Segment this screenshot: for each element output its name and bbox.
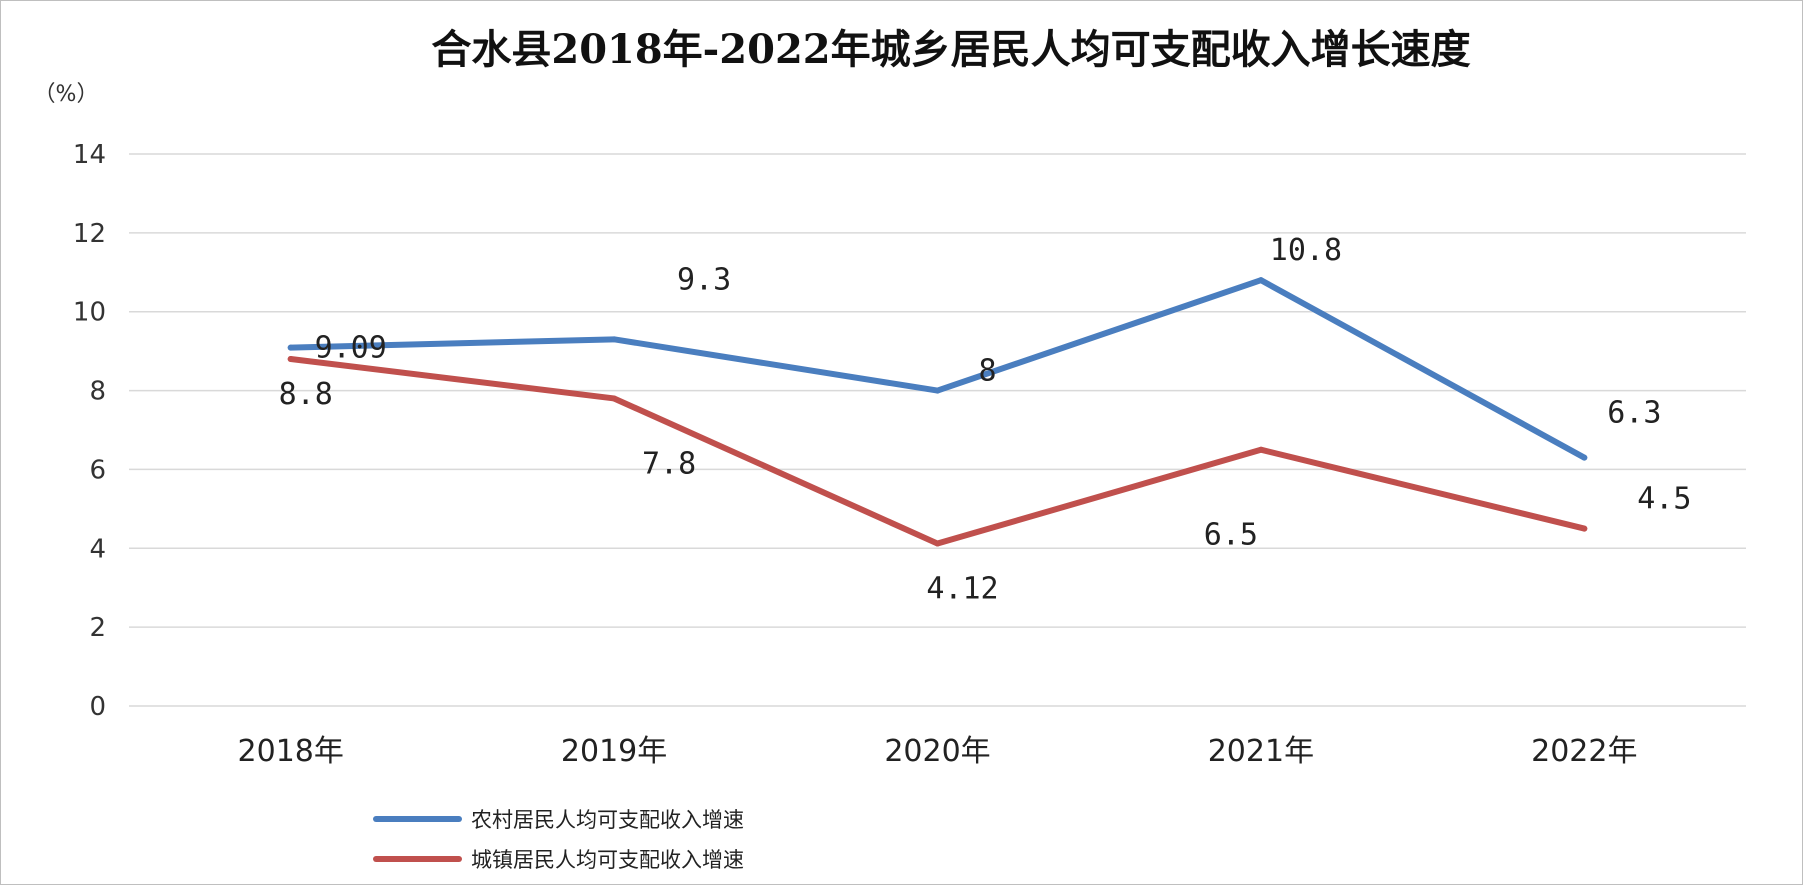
data-point [934,540,941,547]
x-axis-ticks: 2018年 2019年 2020年 2021年 2022年 [238,734,1638,769]
y-tick-label: 12 [73,219,106,249]
data-label: 8 [978,354,996,389]
data-point [611,336,618,343]
series-lines [287,277,1588,547]
gridlines [129,153,1746,707]
data-label: 9.3 [677,262,731,297]
chart-title: 合水县2018年-2022年城乡居民人均可支配收入增长速度 [431,26,1470,73]
x-tick-label: 2018年 [238,734,344,769]
legend-label-1: 农村居民人均可支配收入增速 [471,808,744,832]
data-point [1581,454,1588,461]
data-label: 4.5 [1637,482,1691,517]
data-label: 6.5 [1204,518,1258,553]
y-tick-label: 8 [89,377,106,407]
data-label: 10.8 [1270,233,1342,268]
data-point [1257,277,1264,284]
series-line-2 [287,356,1588,547]
data-point [287,356,294,363]
series-line-1 [287,277,1588,461]
data-label: 7.8 [642,446,696,481]
data-label: 9.09 [315,331,387,366]
legend-label-2: 城镇居民人均可支配收入增速 [471,848,744,872]
x-tick-label: 2020年 [884,734,990,769]
data-label: 4.12 [926,572,998,607]
data-label: 8.8 [279,377,333,412]
x-tick-label: 2021年 [1208,734,1314,769]
y-tick-label: 10 [73,298,106,328]
y-axis-ticks: 0 2 4 6 8 10 12 14 [73,140,106,722]
data-label: 6.3 [1607,396,1661,431]
data-labels: 9.09 9.3 8 10.8 6.3 8.8 7.8 4.12 6.5 4.5 [279,233,1692,606]
data-point [611,395,618,402]
y-tick-label: 0 [89,692,106,722]
data-point [1257,446,1264,453]
y-tick-label: 6 [89,455,106,485]
data-point [287,344,294,351]
data-point [1581,525,1588,532]
y-axis-unit-label: （%） [34,82,99,107]
y-tick-label: 14 [73,140,106,170]
y-tick-label: 2 [89,613,106,643]
x-tick-label: 2019年 [561,734,667,769]
y-tick-label: 4 [89,534,106,564]
x-tick-label: 2022年 [1531,734,1637,769]
data-point [934,387,941,394]
